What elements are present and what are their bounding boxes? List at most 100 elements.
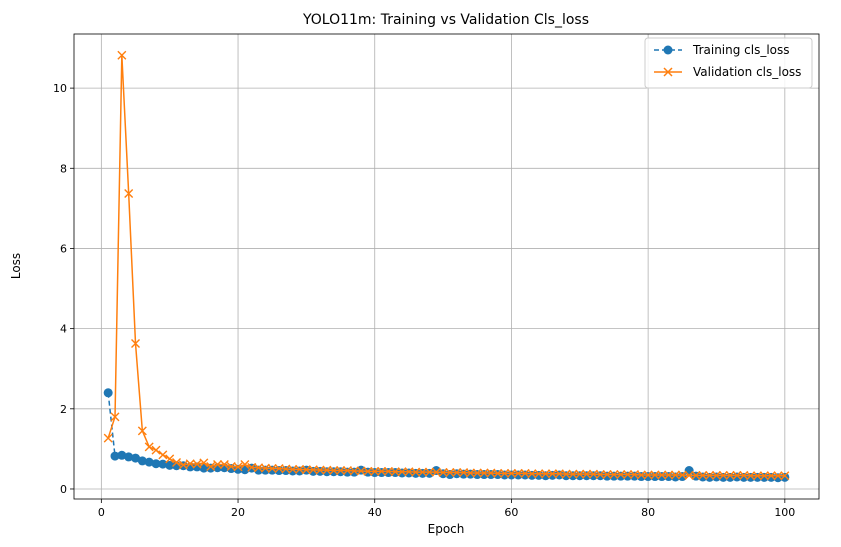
data-point: [370, 466, 380, 476]
data-point: [657, 470, 667, 480]
data-point: [377, 468, 387, 478]
data-point: [124, 452, 134, 462]
data-point: [397, 467, 407, 477]
data-point: [602, 470, 612, 480]
y-tick-label: 10: [53, 82, 67, 95]
data-point: [418, 468, 428, 478]
x-tick-label: 80: [641, 506, 655, 519]
data-point: [185, 459, 195, 469]
data-point: [705, 470, 715, 480]
chart-title: YOLO11m: Training vs Validation Cls_loss: [302, 12, 589, 28]
data-point: [691, 470, 701, 480]
data-point: [124, 189, 134, 199]
data-point: [226, 462, 236, 472]
data-point: [411, 468, 421, 478]
data-point: [418, 467, 428, 477]
data-point: [725, 470, 735, 480]
data-point: [452, 468, 462, 478]
data-point: [144, 457, 154, 467]
data-point: [404, 467, 414, 477]
data-point: [137, 456, 147, 466]
data-point: [322, 465, 332, 475]
data-point: [773, 471, 783, 481]
grid-lines: [74, 34, 819, 499]
plot-frame: [73, 33, 820, 500]
y-tick-label: 0: [60, 483, 67, 496]
data-point: [616, 470, 626, 480]
data-point: [363, 466, 373, 476]
y-tick-label: 6: [60, 242, 67, 255]
data-point: [151, 445, 161, 455]
data-point: [472, 468, 482, 478]
data-point: [506, 468, 516, 478]
data-point: [582, 469, 592, 479]
data-point: [199, 458, 209, 468]
data-point: [595, 470, 605, 480]
data-point: [609, 470, 619, 480]
series-layer: [103, 50, 790, 483]
data-point: [465, 468, 475, 478]
data-point: [677, 470, 687, 480]
data-point: [534, 469, 544, 479]
data-point: [746, 471, 756, 481]
data-point: [274, 464, 284, 474]
data-point: [568, 469, 578, 479]
data-point: [561, 469, 571, 479]
data-point: [219, 460, 229, 470]
legend-validation-label: Validation cls_loss: [693, 65, 801, 79]
legend: Training cls_loss Validation cls_loss: [644, 37, 813, 89]
data-point: [780, 472, 790, 482]
data-point: [172, 458, 182, 468]
data-point: [131, 453, 141, 463]
data-point: [178, 460, 188, 470]
data-point: [629, 470, 639, 480]
data-point: [527, 469, 537, 479]
data-point: [247, 462, 257, 472]
y-axis-label: Loss: [9, 253, 23, 279]
legend-validation-marker: [663, 67, 673, 77]
data-point: [493, 468, 503, 478]
plot-area: [74, 34, 819, 499]
data-point: [260, 463, 270, 473]
data-point: [137, 426, 147, 436]
data-point: [424, 467, 434, 477]
data-point: [336, 466, 346, 476]
data-point: [301, 465, 311, 475]
data-point: [486, 468, 496, 478]
series-validation: [103, 50, 790, 481]
data-point: [465, 469, 475, 479]
data-point: [117, 50, 127, 60]
data-point: [452, 469, 462, 479]
legend-training-marker: [663, 45, 673, 55]
y-axis-ticks: 0 2 4 6 8 10: [53, 82, 74, 496]
data-point: [356, 466, 366, 476]
data-point: [732, 470, 742, 480]
data-point: [411, 467, 421, 477]
data-point: [445, 468, 455, 478]
data-point: [377, 466, 387, 476]
data-point: [329, 467, 339, 477]
data-point: [288, 464, 298, 474]
data-point: [144, 442, 154, 452]
data-point: [383, 468, 393, 478]
data-point: [131, 338, 141, 348]
data-point: [664, 470, 674, 480]
data-point: [349, 466, 359, 476]
data-point: [739, 470, 749, 480]
data-point: [370, 468, 380, 478]
data-point: [383, 466, 393, 476]
data-point: [752, 471, 762, 481]
data-point: [595, 471, 605, 481]
data-point: [342, 466, 352, 476]
data-point: [390, 467, 400, 477]
data-point: [541, 469, 551, 479]
x-axis-label: Epoch: [428, 522, 465, 536]
data-point: [349, 467, 359, 477]
data-point: [103, 433, 113, 443]
data-point: [110, 412, 120, 422]
data-point: [438, 469, 448, 479]
data-point: [623, 470, 633, 480]
y-tick-label: 2: [60, 403, 67, 416]
data-point: [711, 470, 721, 480]
data-point: [493, 470, 503, 480]
